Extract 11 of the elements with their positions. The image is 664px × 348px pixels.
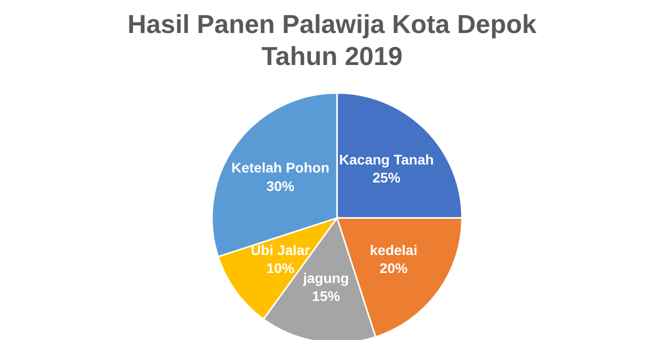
slice-label: Ketelah Pohon <box>231 160 330 176</box>
slice-label: Ubi Jalar <box>250 242 310 258</box>
slice-label: kedelai <box>370 242 418 258</box>
slice-label: Kacang Tanah <box>339 151 434 168</box>
data-label: 25% <box>372 170 402 186</box>
data-label: 20% <box>380 260 408 276</box>
slice-label: jagung <box>302 270 349 286</box>
chart-title: Hasil Panen Palawija Kota Depok Tahun 2019 <box>126 8 538 72</box>
data-label: 15% <box>312 288 341 304</box>
data-label: 30% <box>266 178 295 194</box>
data-label: 10% <box>266 260 295 276</box>
